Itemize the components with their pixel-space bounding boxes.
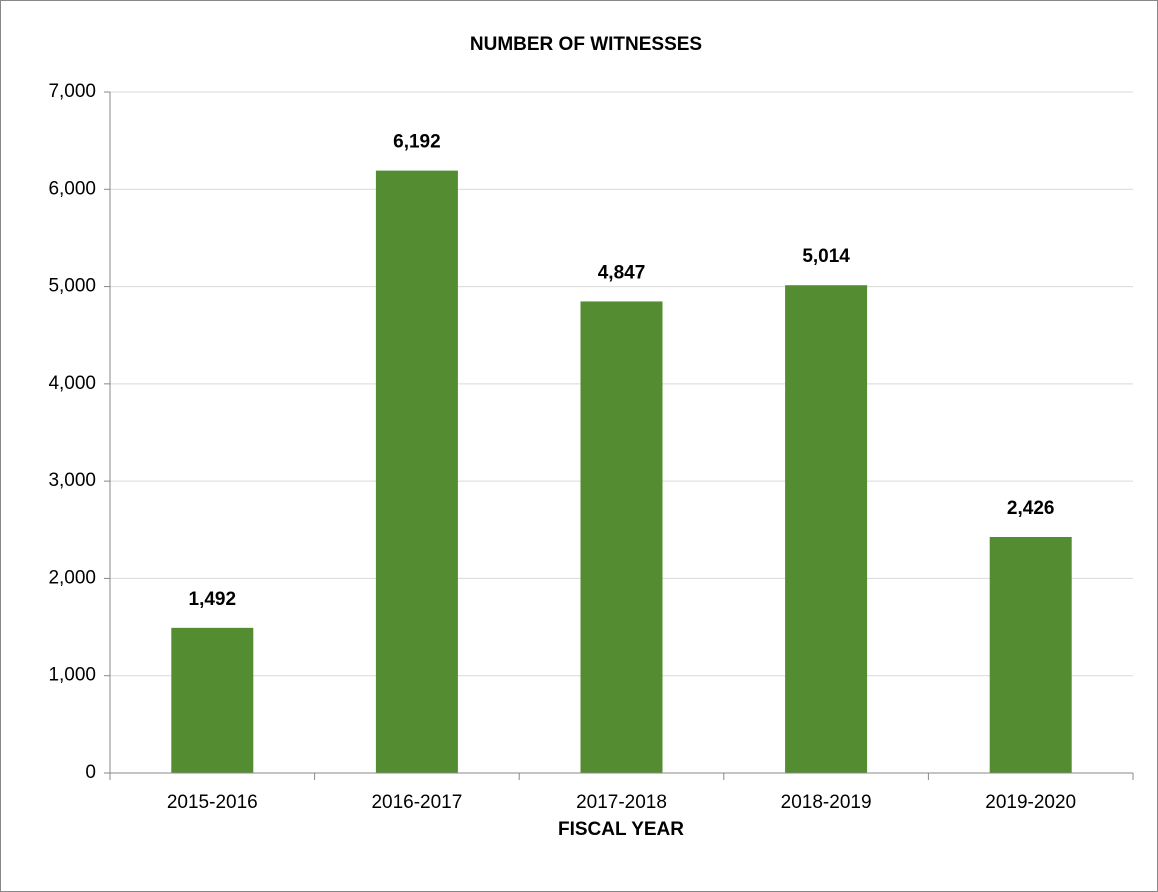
bar — [171, 627, 254, 773]
y-tick-label: 2,000 — [48, 567, 96, 588]
x-axis-title: FISCAL YEAR — [558, 819, 684, 840]
y-tick-label: 0 — [85, 762, 96, 783]
bar — [580, 301, 663, 773]
x-tick-label: 2018-2019 — [781, 792, 872, 813]
y-tick-label: 4,000 — [48, 373, 96, 394]
x-tick-label: 2015-2016 — [167, 792, 258, 813]
y-tick-label: 1,000 — [48, 665, 96, 686]
x-tick-label: 2017-2018 — [576, 792, 667, 813]
y-tick-label: 3,000 — [48, 470, 96, 491]
x-tick-label: 2019-2020 — [985, 792, 1076, 813]
data-label: 6,192 — [393, 132, 441, 153]
data-label: 4,847 — [598, 262, 646, 283]
bar — [785, 285, 868, 773]
y-tick-label: 7,000 — [48, 81, 96, 102]
x-tick-label: 2016-2017 — [371, 792, 462, 813]
y-tick-label: 5,000 — [48, 276, 96, 297]
data-label: 1,492 — [189, 589, 237, 610]
chart-title: NUMBER OF WITNESSES — [470, 34, 702, 55]
bar — [375, 170, 458, 773]
y-tick-label: 6,000 — [48, 178, 96, 199]
bar — [989, 536, 1072, 773]
data-label: 5,014 — [802, 246, 850, 267]
data-label: 2,426 — [1007, 498, 1055, 519]
